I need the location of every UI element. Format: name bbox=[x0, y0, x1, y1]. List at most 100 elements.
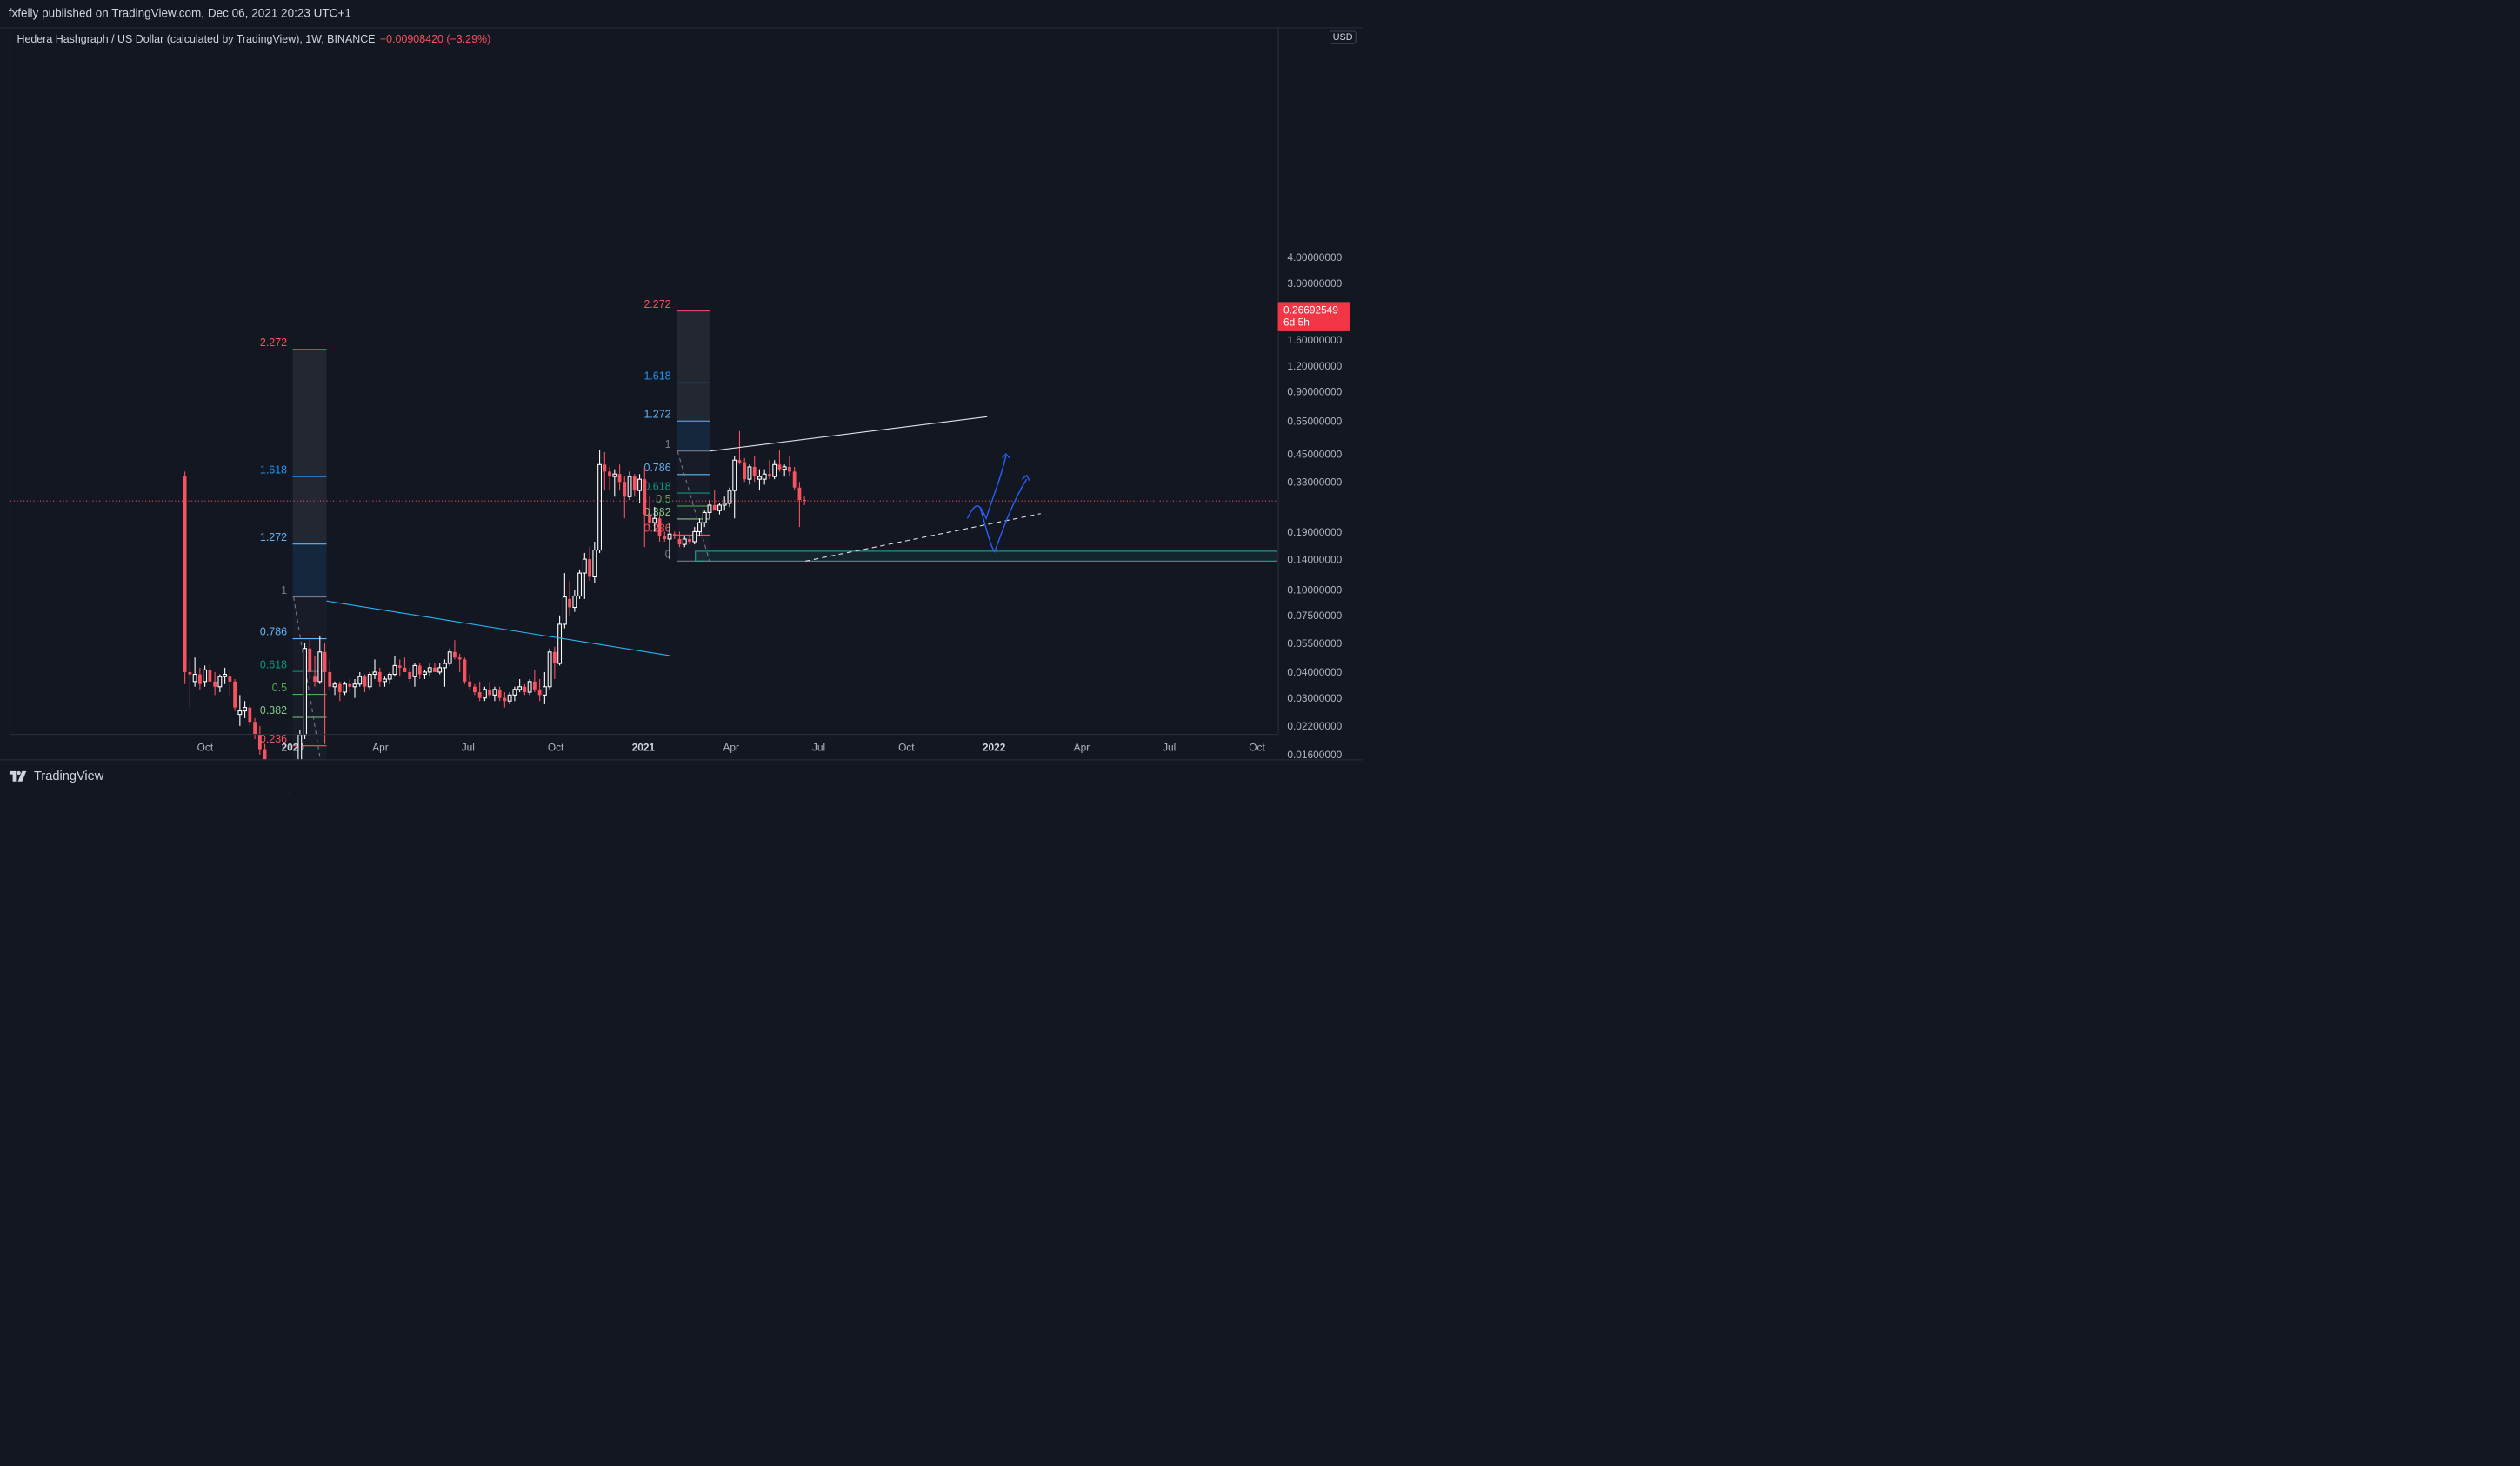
candle-body bbox=[637, 478, 642, 491]
fib-2021-zone bbox=[677, 421, 711, 451]
candle-body bbox=[492, 689, 497, 696]
candle-body bbox=[403, 667, 407, 672]
candle-body bbox=[527, 681, 532, 693]
candle-body bbox=[237, 710, 243, 716]
candle-body bbox=[727, 490, 732, 504]
symbol-legend[interactable]: Hedera Hashgraph / US Dollar (calculated… bbox=[17, 33, 490, 46]
candle-body bbox=[387, 673, 392, 680]
fib-2020-zone bbox=[292, 596, 327, 639]
candle-body bbox=[612, 473, 617, 477]
projection-arrowhead bbox=[1001, 453, 1010, 459]
candle-body bbox=[488, 689, 492, 696]
time-axis[interactable] bbox=[9, 734, 1278, 760]
candle-body bbox=[228, 676, 232, 682]
resistance-trendline bbox=[710, 416, 988, 452]
candle-body bbox=[503, 697, 507, 702]
candle-body bbox=[592, 550, 597, 578]
price-scale-label: 0.04000000 bbox=[1287, 666, 1342, 678]
fib-2021-zone bbox=[677, 518, 711, 536]
candle-body bbox=[433, 667, 437, 672]
price-scale-label: 0.03000000 bbox=[1287, 692, 1342, 704]
price-scale-label: 0.33000000 bbox=[1287, 476, 1342, 489]
candle-body bbox=[663, 536, 667, 539]
price-scale[interactable] bbox=[1277, 27, 1363, 735]
candle-body bbox=[712, 504, 717, 511]
candle-body bbox=[722, 503, 727, 506]
time-axis-label: Oct bbox=[197, 742, 214, 754]
candle-body bbox=[248, 707, 252, 723]
candle-body bbox=[372, 671, 377, 676]
price-scale-label: 0.45000000 bbox=[1287, 448, 1342, 460]
fib-2021-level-label: 0.786 bbox=[643, 462, 670, 474]
time-axis-label: Oct bbox=[548, 742, 564, 754]
candle-body bbox=[253, 722, 257, 735]
candle-body bbox=[243, 707, 248, 712]
candle-body bbox=[717, 504, 722, 511]
fib-2020-zone bbox=[292, 349, 327, 477]
fib-2021-zone bbox=[677, 450, 711, 475]
chart-pane[interactable] bbox=[9, 27, 1279, 735]
candle-body bbox=[603, 464, 607, 472]
time-axis-label: Jul bbox=[462, 742, 475, 754]
descending-trendline bbox=[326, 600, 670, 656]
candle-body bbox=[233, 681, 237, 708]
fib-2020-level-label: 1.618 bbox=[260, 463, 287, 476]
candle-body bbox=[797, 487, 802, 501]
candle-body bbox=[667, 533, 672, 540]
price-chart[interactable]: 4.000000003.000000002.200000001.60000000… bbox=[0, 0, 1363, 794]
candle-body bbox=[197, 674, 202, 684]
time-axis-label: Jul bbox=[812, 742, 825, 754]
price-scale-label: 1.20000000 bbox=[1287, 360, 1342, 372]
candle-body bbox=[752, 466, 757, 477]
price-scale-label: 4.00000000 bbox=[1287, 251, 1342, 263]
candle-body bbox=[323, 651, 327, 672]
candle-body bbox=[582, 558, 587, 574]
fib-2021-zone bbox=[677, 493, 711, 507]
candle-body bbox=[417, 665, 422, 675]
support-zone bbox=[695, 550, 1278, 562]
candle-body bbox=[192, 673, 197, 683]
fib-2020-level-label: 0.786 bbox=[260, 626, 287, 638]
candle-body bbox=[547, 651, 552, 688]
candle-body bbox=[772, 463, 777, 477]
candle-body bbox=[803, 500, 807, 502]
candle-body bbox=[597, 463, 603, 551]
candle-body bbox=[652, 517, 657, 523]
price-scale-label: 0.02200000 bbox=[1287, 720, 1342, 732]
fib-2020-zone bbox=[292, 543, 327, 597]
currency-button[interactable]: USD bbox=[1329, 30, 1357, 44]
candle-body bbox=[223, 673, 228, 677]
candle-body bbox=[367, 673, 372, 688]
candle-body bbox=[473, 686, 477, 693]
candle-body bbox=[343, 683, 347, 693]
candle-body bbox=[377, 671, 382, 682]
candle-body bbox=[523, 686, 527, 693]
time-axis-label: Oct bbox=[1249, 742, 1265, 754]
candle-body bbox=[792, 471, 797, 488]
candle-body bbox=[568, 598, 571, 608]
candle-body bbox=[672, 534, 677, 537]
price-scale-label: 0.90000000 bbox=[1287, 386, 1342, 398]
fib-2021-level-label: 0.5 bbox=[656, 493, 670, 505]
symbol-title: Hedera Hashgraph / US Dollar (calculated… bbox=[17, 32, 376, 45]
candle-body bbox=[537, 689, 542, 696]
fib-2021-level-label: 0 bbox=[665, 549, 671, 561]
candle-body bbox=[617, 474, 622, 483]
candle-body bbox=[743, 462, 747, 480]
candle-body bbox=[737, 460, 742, 463]
fib-2020-level-label: 0.236 bbox=[260, 733, 287, 745]
candle-body bbox=[512, 689, 517, 696]
candle-body bbox=[213, 681, 217, 687]
fib-2020-level-label: 0.5 bbox=[272, 682, 287, 694]
candle-body bbox=[423, 671, 427, 676]
fib-2021-level-label: 0.618 bbox=[643, 480, 670, 492]
candle-body bbox=[577, 572, 583, 597]
candle-body bbox=[757, 476, 762, 480]
fib-2021-level-label: 0.382 bbox=[643, 506, 670, 518]
candle-body bbox=[542, 686, 547, 696]
fib-2020-zone bbox=[292, 476, 327, 544]
candle-body bbox=[782, 466, 787, 470]
candle-body bbox=[308, 648, 312, 672]
candle-body bbox=[507, 694, 512, 702]
tradingview-logo[interactable]: TradingView bbox=[9, 769, 104, 783]
